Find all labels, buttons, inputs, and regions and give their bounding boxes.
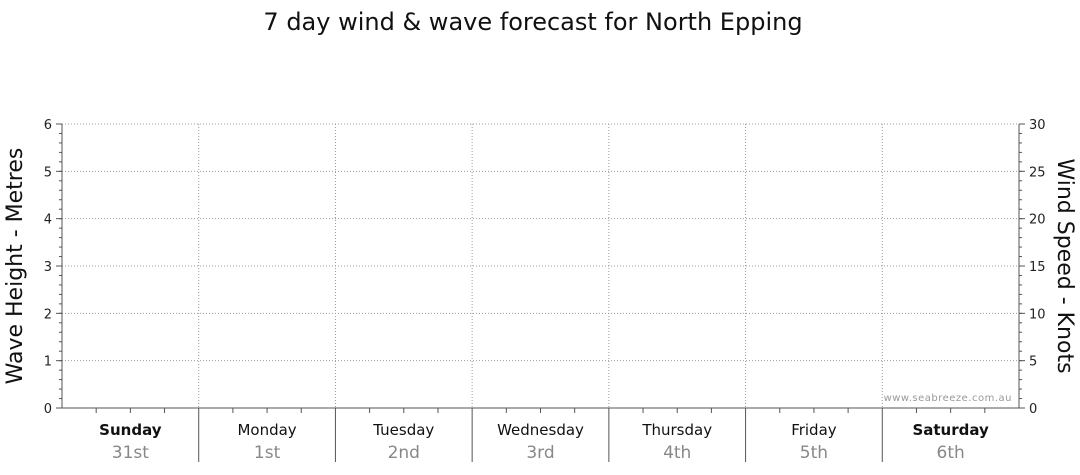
y-left-tick-label: 4 bbox=[44, 213, 52, 228]
y-right-tick-label: 20 bbox=[1029, 213, 1046, 228]
date-label: 31st bbox=[112, 443, 149, 463]
y-left-tick-label: 5 bbox=[44, 165, 52, 180]
y-right-tick-label: 15 bbox=[1029, 260, 1046, 275]
day-label-sunday: Sunday bbox=[99, 421, 162, 439]
day-label-friday: Friday bbox=[791, 421, 837, 439]
y-left-tick-label: 2 bbox=[44, 307, 52, 322]
y-right-tick-label: 5 bbox=[1029, 355, 1037, 370]
plot-area: 0 1 2 3 4 5 6 0 5 10 15 20 25 30 Sunday 31st Monday 1st Tu… bbox=[44, 118, 1046, 463]
day-label-monday: Monday bbox=[237, 421, 296, 439]
y-left-tick-label: 6 bbox=[44, 118, 52, 133]
day-label-saturday: Saturday bbox=[912, 421, 989, 439]
y-right-tick-label: 0 bbox=[1029, 402, 1037, 417]
watermark: www.seabreeze.com.au bbox=[884, 393, 1012, 404]
y-axis-left-title: Wave Height - Metres bbox=[3, 148, 28, 385]
y-axis-right-title: Wind Speed - Knots bbox=[1052, 158, 1077, 373]
day-label-wednesday: Wednesday bbox=[497, 421, 584, 439]
date-label: 3rd bbox=[526, 443, 554, 463]
date-label: 1st bbox=[254, 443, 281, 463]
y-left-tick-label: 0 bbox=[44, 402, 52, 417]
date-label: 4th bbox=[663, 443, 691, 463]
y-left-tick-label: 1 bbox=[44, 355, 52, 370]
date-label: 2nd bbox=[388, 443, 420, 463]
date-label: 6th bbox=[937, 443, 965, 463]
day-label-thursday: Thursday bbox=[641, 421, 712, 439]
y-left-tick-label: 3 bbox=[44, 260, 52, 275]
y-right-tick-label: 25 bbox=[1029, 165, 1046, 180]
day-label-tuesday: Tuesday bbox=[372, 421, 434, 439]
y-right-tick-label: 30 bbox=[1029, 118, 1046, 133]
chart-title: 7 day wind & wave forecast for North Epp… bbox=[263, 8, 802, 36]
date-label: 5th bbox=[800, 443, 828, 463]
y-right-tick-label: 10 bbox=[1029, 307, 1046, 322]
